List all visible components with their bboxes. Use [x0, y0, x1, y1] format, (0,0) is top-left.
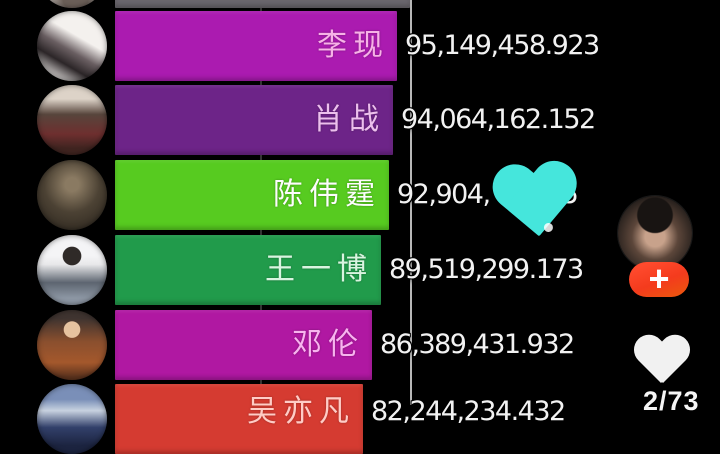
bar-value-label: 94,064,162.152	[401, 104, 596, 135]
chart-row-bottom-partial: 吴亦凡 82,244,234.432	[0, 384, 720, 454]
chart-row: 李现 95,149,458.923	[0, 11, 720, 81]
bar-name-label: 肖战	[313, 103, 385, 136]
rank-bar: 李现	[115, 11, 397, 81]
bar-value-label: 82,244,234.432	[371, 396, 566, 427]
row-avatar	[37, 85, 107, 155]
rank-bar: 邓伦	[115, 310, 372, 380]
cyan-heart-icon	[489, 160, 584, 251]
bar-name-label: 王一博	[265, 253, 373, 286]
row-avatar	[37, 160, 107, 230]
rank-bar: 陈伟霆	[115, 160, 389, 230]
chart-row: 邓伦 86,389,431.932	[0, 310, 720, 380]
heart-highlight-dot	[543, 222, 554, 233]
bar-name-label: 陈伟霆	[273, 178, 381, 211]
bar-name-label: 吴亦凡	[247, 395, 355, 428]
bar-value-label: 89,519,299.173	[389, 254, 584, 285]
chart-row: 肖战 94,064,162.152	[0, 85, 720, 155]
uploader-avatar[interactable]	[618, 196, 692, 270]
rank-bar: 王一博	[115, 235, 381, 305]
value-prefix: 92,904,	[397, 179, 491, 210]
rank-bar: 吴亦凡	[115, 384, 363, 454]
chart-row-leader-partial	[0, 0, 720, 8]
row-avatar	[37, 0, 107, 8]
row-avatar	[37, 11, 107, 81]
row-avatar	[37, 310, 107, 380]
like-heart-icon[interactable]	[633, 336, 691, 388]
bar-name-label: 邓伦	[292, 328, 364, 361]
chart-row: 王一博 89,519,299.173	[0, 235, 720, 305]
video-frame: 李现 95,149,458.923 肖战 94,064,162.152 陈伟霆 …	[0, 0, 720, 405]
counter-badge: 2/73	[643, 386, 700, 416]
row-avatar	[37, 384, 107, 454]
row-avatar	[37, 235, 107, 305]
bar-name-label: 李现	[317, 29, 389, 62]
bar-value-label: 95,149,458.923	[405, 30, 600, 61]
follow-button[interactable]: +	[629, 260, 689, 297]
chart-row: 陈伟霆 92,904, 5	[0, 160, 720, 230]
gridline-axis	[410, 0, 412, 405]
rank-bar: 肖战	[115, 85, 393, 155]
bar-value-label: 86,389,431.932	[380, 329, 575, 360]
rank-bar	[115, 0, 410, 8]
